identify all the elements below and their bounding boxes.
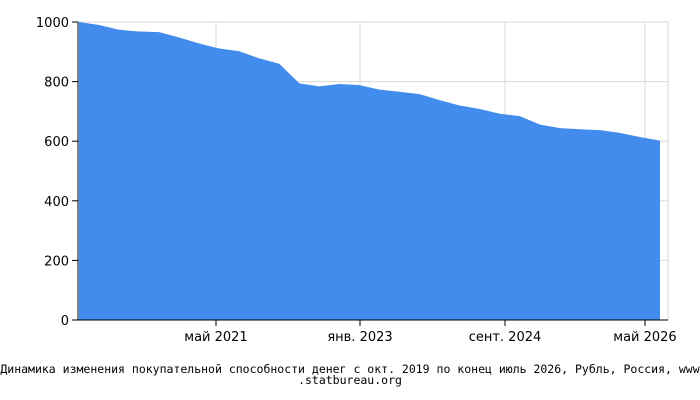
y-tick-label: 800 xyxy=(44,76,69,91)
x-tick-label: май 2021 xyxy=(184,330,247,345)
caption-line-2: .statbureau.org xyxy=(298,373,402,387)
x-tick-label: сент. 2024 xyxy=(469,330,542,345)
y-tick-label: 1000 xyxy=(36,16,69,31)
y-tick-label: 200 xyxy=(44,254,69,269)
x-tick-label: май 2026 xyxy=(613,330,676,345)
area-chart: 0 200 400 600 800 1000 май 2021 янв. 2023 сент.… xyxy=(36,16,677,345)
x-axis-tick-labels: май 2021 янв. 2023 сент. 2024 май 2026 xyxy=(184,330,676,345)
y-tick-label: 600 xyxy=(44,135,69,150)
caption-line-1: Динамика изменения покупательной способн… xyxy=(0,362,700,376)
chart-caption: Динамика изменения покупательной способн… xyxy=(0,362,700,387)
area-series xyxy=(79,22,660,320)
y-tick-label: 0 xyxy=(61,314,69,329)
y-axis-tick-labels: 0 200 400 600 800 1000 xyxy=(36,16,69,329)
y-tick-label: 400 xyxy=(44,195,69,210)
x-tick-label: янв. 2023 xyxy=(327,330,392,345)
axes xyxy=(72,21,668,326)
